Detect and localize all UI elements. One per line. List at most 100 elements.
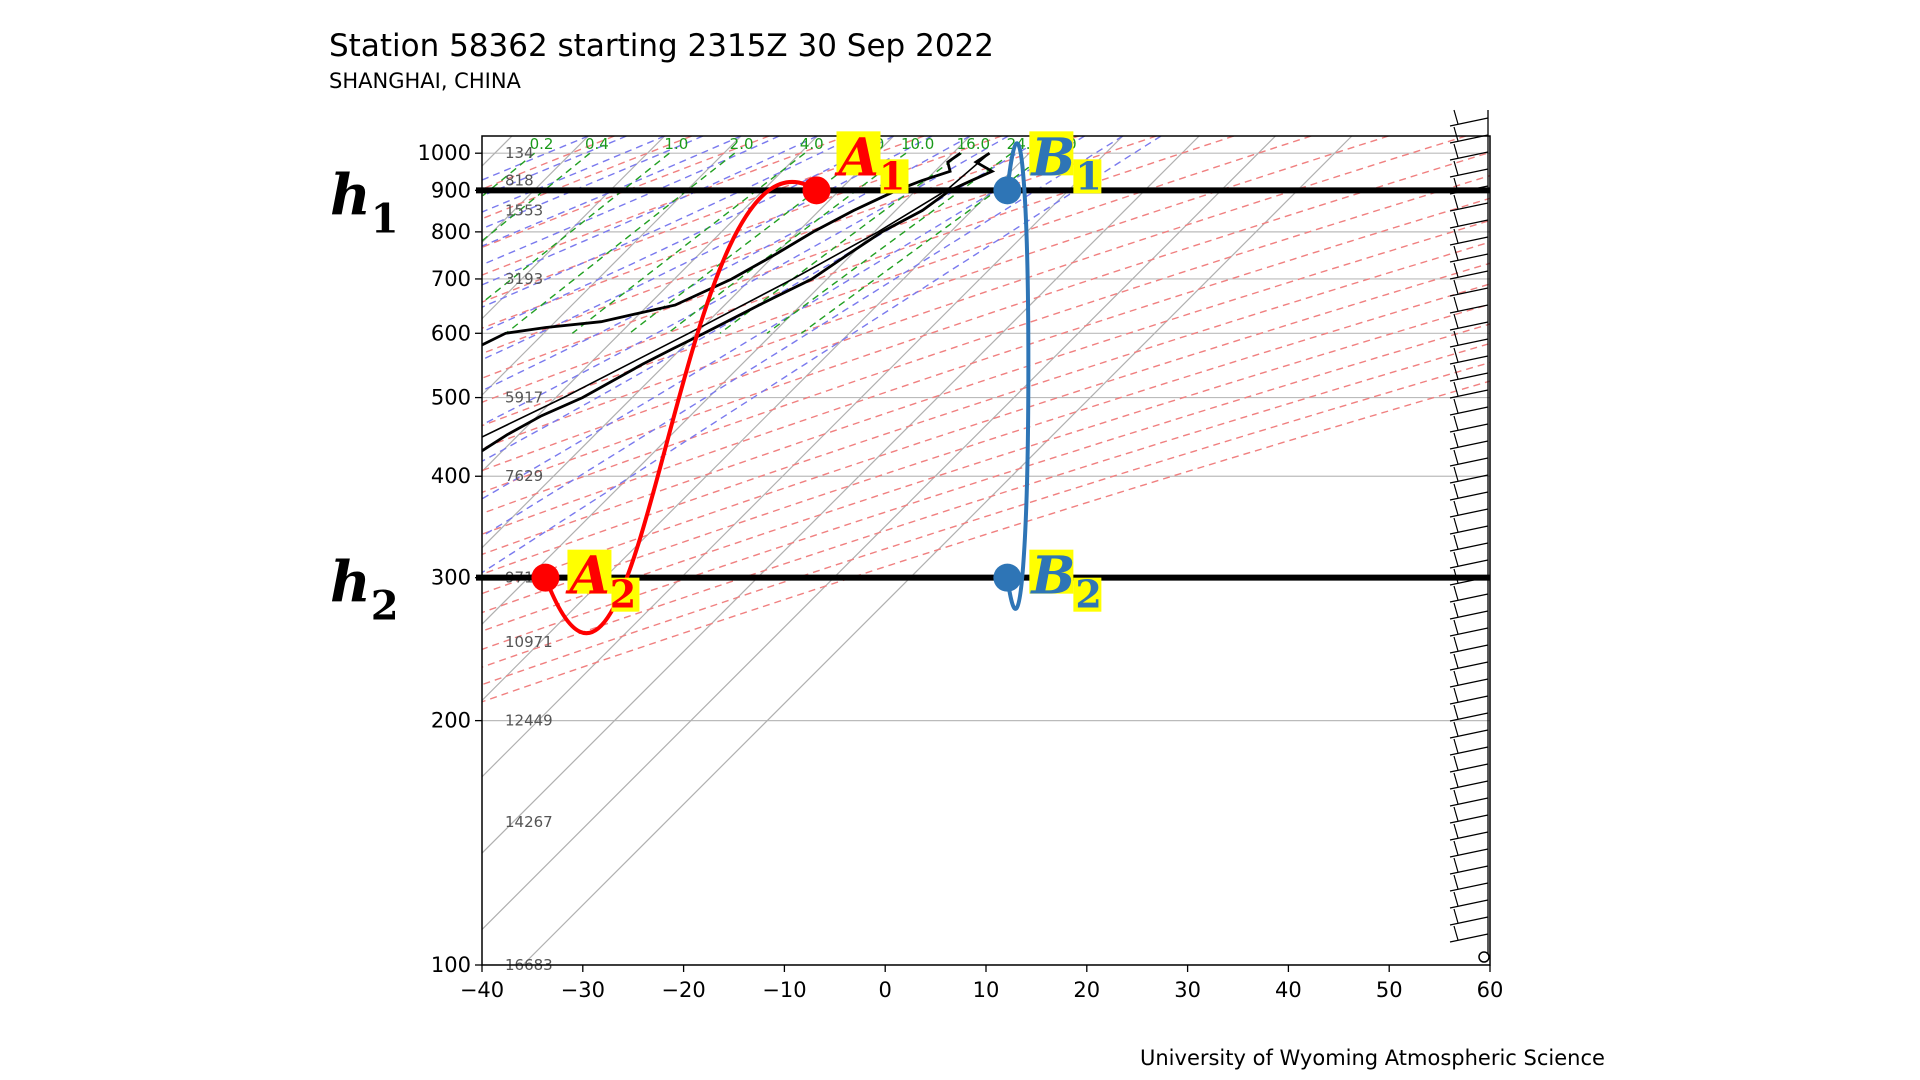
dry-adiabat bbox=[482, 361, 1490, 686]
wind-barb-flag bbox=[1453, 585, 1459, 601]
dry-adiabat bbox=[482, 219, 1490, 556]
wind-barbs bbox=[1449, 109, 1490, 963]
wind-barb bbox=[1449, 474, 1489, 484]
wind-barb bbox=[1449, 559, 1489, 569]
parcel-profile-line bbox=[482, 152, 991, 438]
wind-barb bbox=[1449, 610, 1489, 620]
x-tick-label: −20 bbox=[661, 978, 705, 1002]
x-tick-label: 10 bbox=[973, 978, 1000, 1002]
wind-barb bbox=[1449, 814, 1489, 824]
wind-barb bbox=[1449, 746, 1489, 756]
wind-barb bbox=[1449, 406, 1489, 416]
wind-barb bbox=[1449, 338, 1489, 348]
x-tick-label: 60 bbox=[1477, 978, 1504, 1002]
dry-adiabat bbox=[482, 136, 693, 220]
x-tick-label: −10 bbox=[762, 978, 806, 1002]
wind-barb bbox=[1449, 678, 1489, 688]
wind-barb bbox=[1449, 440, 1489, 450]
height-label: 818 bbox=[505, 172, 534, 190]
wind-barb bbox=[1449, 763, 1489, 773]
calm-wind-circle bbox=[1478, 951, 1490, 963]
dewpoint-profile-line bbox=[482, 152, 962, 347]
wind-barb-flag bbox=[1453, 721, 1459, 737]
wind-barb bbox=[1449, 865, 1489, 875]
chart-subtitle: SHANGHAI, CHINA bbox=[329, 69, 522, 93]
isotherm-line bbox=[482, 136, 1200, 854]
wind-barb-flag bbox=[1453, 381, 1459, 397]
wind-barb bbox=[1449, 389, 1489, 399]
axes: −40 −30 −20 −10 0 10 20 30 40 50 60 100 200 300 400 500… bbox=[418, 141, 1504, 1002]
wind-barb-flag bbox=[1453, 194, 1459, 210]
wind-barb-flag bbox=[1453, 789, 1459, 805]
x-tick-label: −30 bbox=[561, 978, 605, 1002]
wind-barb-flag bbox=[1453, 534, 1459, 550]
x-tick-label: 30 bbox=[1174, 978, 1201, 1002]
wind-barb-flag bbox=[1453, 823, 1459, 839]
point-label-A2: A2 bbox=[564, 546, 636, 617]
wind-barb-flag bbox=[1453, 500, 1459, 516]
chart-title: Station 58362 starting 2315Z 30 Sep 2022 bbox=[329, 28, 994, 64]
label-highlight-sub-B1 bbox=[1073, 159, 1102, 194]
wind-barb-flag bbox=[1453, 653, 1459, 669]
wind-barb-flag bbox=[1453, 126, 1459, 142]
moist-adiabat bbox=[482, 136, 933, 361]
wind-barb-flag bbox=[1453, 908, 1459, 924]
mixing-ratio-label: 2.0 bbox=[730, 135, 754, 153]
height-label: 1553 bbox=[505, 201, 543, 219]
dry-adiabat bbox=[482, 136, 1235, 403]
x-tick-label: −40 bbox=[460, 978, 504, 1002]
label-highlight-sub-A2 bbox=[611, 577, 640, 612]
dry-adiabat bbox=[482, 303, 1490, 632]
wind-barb bbox=[1449, 508, 1489, 518]
wind-barb bbox=[1449, 168, 1489, 178]
wind-barb bbox=[1449, 287, 1489, 297]
curve-a1-a2 bbox=[543, 179, 818, 636]
wind-barb bbox=[1449, 933, 1489, 943]
dry-adiabat bbox=[482, 136, 1002, 329]
x-tick-label: 50 bbox=[1376, 978, 1403, 1002]
wind-barb-flag bbox=[1453, 211, 1459, 227]
y-tick-label: 800 bbox=[431, 220, 471, 244]
wind-barb bbox=[1449, 729, 1489, 739]
mixing-ratio-line bbox=[800, 152, 1049, 334]
dry-adiabat bbox=[482, 136, 615, 190]
wind-barb-flag bbox=[1453, 619, 1459, 635]
plot-frame bbox=[481, 135, 1491, 966]
mixing-ratio-line bbox=[505, 152, 736, 334]
wind-barb bbox=[1449, 117, 1489, 127]
dry-adiabat bbox=[482, 136, 770, 249]
level-label-h2: h2 bbox=[330, 550, 399, 630]
temperature-profile-line bbox=[482, 152, 996, 453]
wind-barb bbox=[1449, 491, 1489, 501]
y-tick-label: 600 bbox=[431, 321, 471, 345]
moist-adiabat bbox=[482, 136, 895, 333]
isotherm-line bbox=[482, 136, 513, 167]
point-A2 bbox=[531, 563, 560, 592]
isotherm-line bbox=[0, 136, 54, 965]
wind-barb bbox=[1449, 151, 1489, 161]
mixing-ratio-line bbox=[482, 152, 536, 198]
wind-barb-flag bbox=[1453, 330, 1459, 346]
curve-b1-b2 bbox=[1005, 141, 1031, 611]
height-label: 12449 bbox=[505, 712, 553, 730]
wind-barb bbox=[1449, 661, 1489, 671]
wind-barb-flag bbox=[1453, 279, 1459, 295]
isotherm-line bbox=[482, 136, 666, 320]
wind-barb bbox=[1449, 899, 1489, 909]
isotherm-line bbox=[0, 136, 207, 965]
dry-adiabat bbox=[482, 151, 1490, 494]
wind-barb-flag bbox=[1453, 670, 1459, 686]
wind-barb bbox=[1449, 355, 1489, 365]
y-tick-label: 1000 bbox=[418, 141, 471, 165]
point-B1 bbox=[993, 176, 1022, 205]
dry-adiabat bbox=[482, 136, 1312, 427]
dry-adiabat bbox=[482, 197, 1490, 535]
wind-barb bbox=[1449, 712, 1489, 722]
wind-barb-flag bbox=[1453, 143, 1459, 159]
wind-barb-flag bbox=[1453, 449, 1459, 465]
dry-adiabat bbox=[482, 323, 1490, 651]
wind-barb-flag bbox=[1453, 296, 1459, 312]
wind-barb-flag bbox=[1453, 755, 1459, 771]
y-tick-label: 100 bbox=[431, 953, 471, 977]
isotherm-line bbox=[0, 136, 359, 965]
